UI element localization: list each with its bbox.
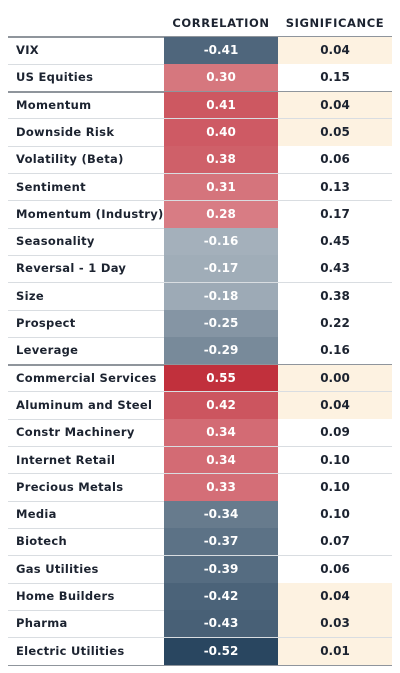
table-row: Reversal - 1 Day -0.17 0.43 [8, 255, 392, 283]
row-label: Prospect [16, 316, 76, 330]
table-row: VIX -0.41 0.04 [8, 37, 392, 65]
divider-top [8, 36, 392, 38]
table-row: Internet Retail 0.34 0.10 [8, 446, 392, 474]
table-row: Prospect -0.25 0.22 [8, 310, 392, 338]
correlation-cell: 0.34 [164, 446, 278, 474]
table-row: US Equities 0.30 0.15 [8, 64, 392, 92]
row-label: Media [16, 507, 57, 522]
correlation-cell: 0.40 [164, 118, 278, 147]
row-label: Seasonality [16, 234, 95, 249]
table-row: Media -0.34 0.10 [8, 501, 392, 529]
correlation-cell: -0.43 [164, 610, 278, 638]
row-label: Momentum [16, 97, 92, 112]
significance-cell: 0.04 [278, 583, 392, 611]
correlation-cell: 0.28 [164, 200, 278, 229]
table-row: Sentiment 0.31 0.13 [8, 173, 392, 201]
significance-cell: 0.10 [278, 473, 392, 502]
row-label: Downside Risk [16, 124, 115, 139]
table-row: Constr Machinery 0.34 0.09 [8, 419, 392, 447]
significance-cell: 0.22 [278, 310, 392, 338]
significance-cell: 0.00 [278, 364, 392, 392]
table-row: Leverage -0.29 0.16 [8, 337, 392, 365]
correlation-cell: -0.39 [164, 555, 278, 583]
table-row: Downside Risk 0.40 0.05 [8, 118, 392, 147]
table-row: Electric Utilities -0.52 0.01 [8, 637, 392, 665]
row-label: Reversal - 1 Day [16, 261, 127, 276]
correlation-cell: -0.34 [164, 501, 278, 529]
table-row: Precious Metals 0.33 0.10 [8, 473, 392, 502]
table-row: Biotech -0.37 0.07 [8, 528, 392, 556]
correlation-cell: -0.42 [164, 583, 278, 611]
row-label: Biotech [16, 534, 68, 549]
significance-cell: 0.43 [278, 255, 392, 283]
significance-cell: 0.17 [278, 200, 392, 229]
correlation-cell: 0.31 [164, 173, 278, 201]
significance-cell: 0.10 [278, 446, 392, 474]
table-row: Momentum 0.41 0.04 [8, 91, 392, 119]
row-label: Constr Machinery [16, 425, 135, 440]
significance-cell: 0.05 [278, 118, 392, 147]
table-row: Seasonality -0.16 0.45 [8, 228, 392, 256]
row-label: Leverage [16, 343, 79, 358]
row-label: Commercial Services [16, 370, 157, 385]
correlation-cell: 0.30 [164, 64, 278, 92]
correlation-cell: -0.16 [164, 228, 278, 256]
row-label: Gas Utilities [16, 561, 99, 576]
correlation-cell: 0.42 [164, 391, 278, 420]
header-significance: SIGNIFICANCE [285, 16, 385, 30]
table-row: Home Builders -0.42 0.04 [8, 583, 392, 611]
correlation-cell: 0.33 [164, 473, 278, 502]
significance-cell: 0.09 [278, 419, 392, 447]
row-label: Precious Metals [16, 479, 124, 494]
divider-bottom [8, 664, 392, 667]
table-row: Pharma -0.43 0.03 [8, 610, 392, 638]
significance-cell: 0.45 [278, 228, 392, 256]
correlation-cell: -0.17 [164, 255, 278, 283]
table-row: Aluminum and Steel 0.42 0.04 [8, 391, 392, 420]
table-row: Momentum (Industry) 0.28 0.17 [8, 200, 392, 229]
correlation-cell: 0.38 [164, 146, 278, 174]
row-label: VIX [16, 43, 39, 57]
significance-cell: 0.04 [278, 37, 392, 65]
significance-cell: 0.15 [278, 64, 392, 92]
correlation-cell: -0.41 [164, 37, 278, 65]
significance-cell: 0.03 [278, 610, 392, 638]
row-label: US Equities [16, 70, 94, 85]
row-label: Size [16, 288, 44, 303]
correlation-cell: -0.52 [164, 637, 278, 665]
significance-cell: 0.04 [278, 91, 392, 119]
table-row: Volatility (Beta) 0.38 0.06 [8, 146, 392, 174]
row-label: Electric Utilities [16, 643, 125, 658]
correlation-cell: 0.41 [164, 91, 278, 119]
row-label: Home Builders [16, 589, 115, 603]
row-label: Pharma [16, 616, 68, 631]
header-correlation: CORRELATION [172, 16, 270, 30]
row-label: Sentiment [16, 179, 86, 194]
significance-cell: 0.16 [278, 337, 392, 365]
significance-cell: 0.04 [278, 391, 392, 420]
correlation-cell: 0.34 [164, 419, 278, 447]
correlation-cell: -0.25 [164, 310, 278, 338]
table-row: Gas Utilities -0.39 0.06 [8, 555, 392, 583]
significance-cell: 0.06 [278, 146, 392, 174]
significance-cell: 0.07 [278, 528, 392, 556]
significance-cell: 0.06 [278, 555, 392, 583]
table-row: Commercial Services 0.55 0.00 [8, 364, 392, 392]
significance-cell: 0.01 [278, 637, 392, 665]
row-label: Volatility (Beta) [16, 152, 124, 167]
correlation-cell: 0.55 [164, 364, 278, 392]
correlation-cell: -0.18 [164, 282, 278, 310]
significance-cell: 0.10 [278, 501, 392, 529]
row-label: Momentum (Industry) [16, 206, 164, 221]
significance-cell: 0.38 [278, 282, 392, 310]
row-label: Internet Retail [16, 452, 116, 467]
table-row: Size -0.18 0.38 [8, 282, 392, 310]
significance-cell: 0.13 [278, 173, 392, 201]
correlation-cell: -0.37 [164, 528, 278, 556]
correlation-cell: -0.29 [164, 337, 278, 365]
row-label: Aluminum and Steel [16, 397, 153, 412]
